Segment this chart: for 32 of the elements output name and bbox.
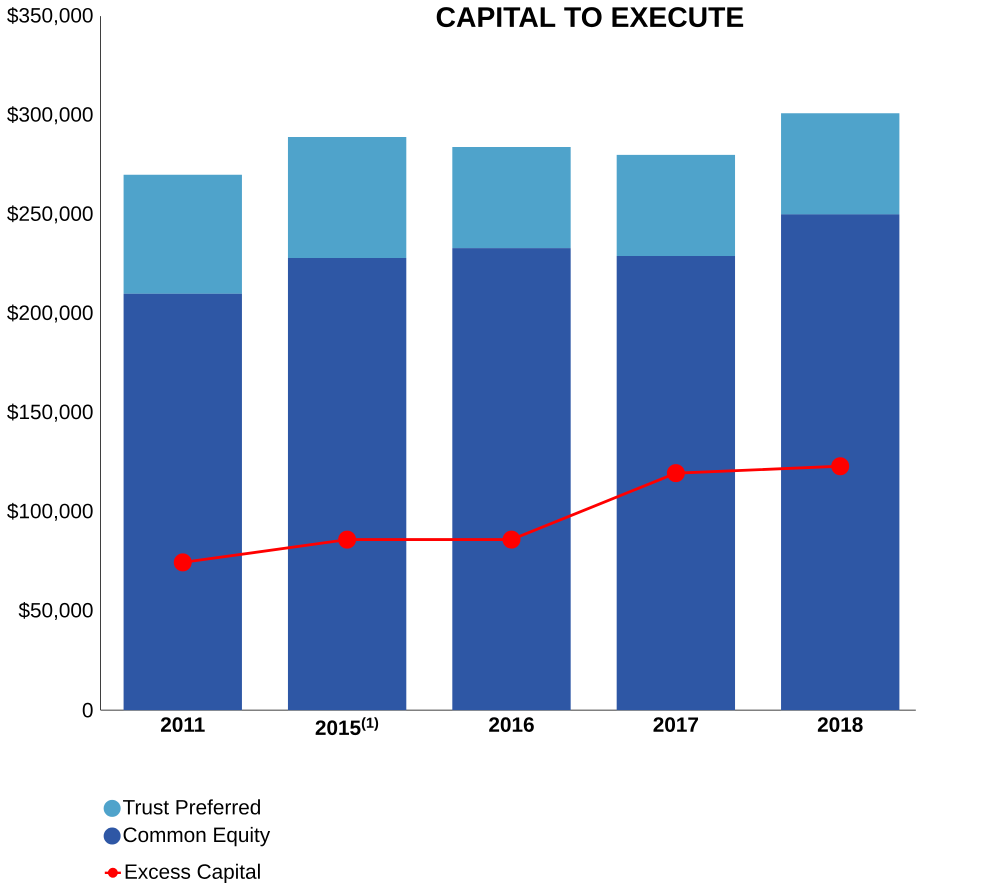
point bbox=[502, 530, 520, 549]
bar bbox=[288, 258, 406, 710]
x-tick-label: 2016 bbox=[489, 717, 534, 732]
bar bbox=[288, 137, 406, 258]
y-tick-label: $100,000 bbox=[7, 503, 93, 522]
legend-label: Common Equity bbox=[124, 827, 270, 846]
point bbox=[831, 457, 850, 476]
bar bbox=[124, 294, 242, 710]
chart-title: CAPITAL TO EXECUTE bbox=[436, 7, 744, 28]
y-tick-label: $150,000 bbox=[7, 404, 93, 422]
y-tick-label: $50,000 bbox=[18, 602, 93, 620]
y-tick-label: $300,000 bbox=[7, 106, 93, 124]
point bbox=[666, 464, 685, 482]
y-tick-label: $200,000 bbox=[7, 304, 93, 323]
bar bbox=[124, 174, 242, 294]
x-tick-label: 2015$^{(1)}$ bbox=[316, 717, 378, 736]
x-tick-label: 2017 bbox=[654, 717, 698, 732]
x-tick-label: 2018 bbox=[818, 717, 863, 732]
bar bbox=[616, 256, 736, 710]
legend-label: Excess Capital bbox=[126, 864, 260, 884]
bar bbox=[781, 113, 900, 215]
y-tick-label: $250,000 bbox=[7, 206, 93, 224]
point bbox=[338, 530, 356, 549]
y-tick-label: 0 bbox=[82, 702, 93, 718]
point bbox=[174, 554, 192, 572]
bar bbox=[781, 214, 900, 710]
bar bbox=[452, 248, 571, 710]
x-tick-label: 2011 bbox=[160, 717, 205, 732]
legend-label: Trust Preferred bbox=[123, 799, 260, 815]
bar bbox=[452, 147, 571, 248]
y-tick-label: $350,000 bbox=[7, 7, 93, 26]
bar bbox=[616, 155, 736, 256]
